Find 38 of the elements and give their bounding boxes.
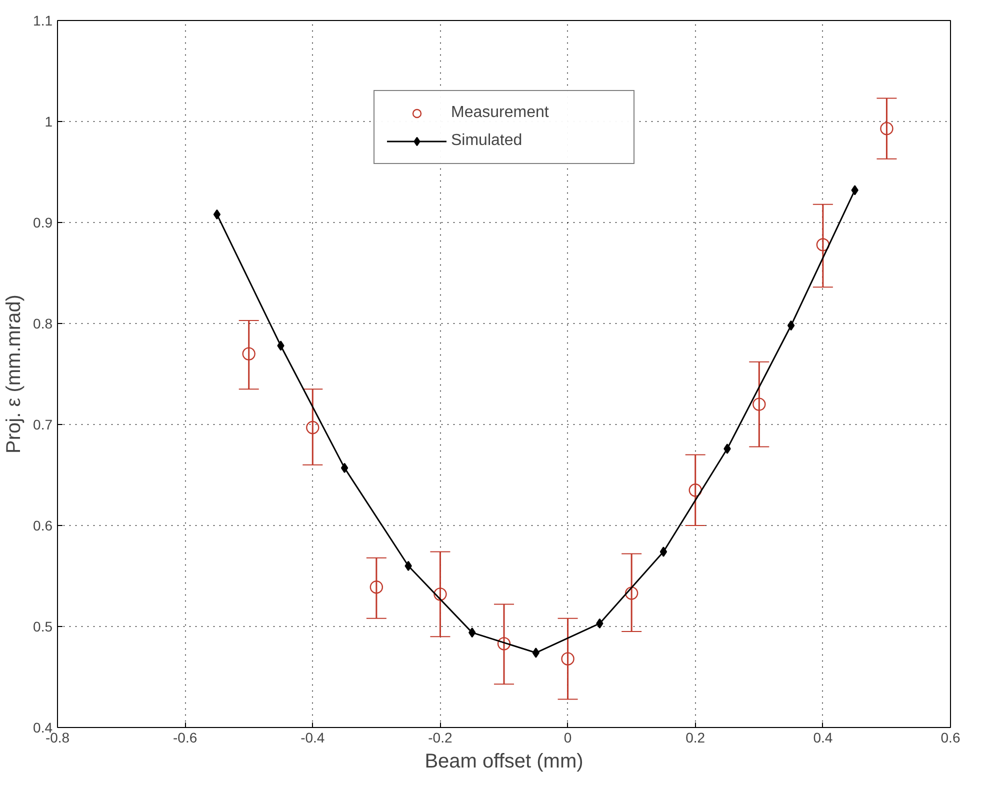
point [752, 398, 766, 411]
point [404, 560, 412, 571]
point [624, 586, 638, 600]
y-tick-label: 0.8 [33, 316, 53, 332]
y-tick-label: 1.1 [33, 12, 53, 28]
point [434, 588, 447, 601]
x-tick-label: -0.2 [428, 730, 452, 746]
point [340, 462, 348, 474]
x-tick-label: 0 [564, 730, 572, 746]
y-tick-label: 0.5 [33, 618, 53, 634]
point [880, 122, 894, 136]
y-tick-label: 1 [44, 114, 53, 130]
x-tick-label: 0.4 [813, 730, 833, 746]
x-tick-label: -0.4 [300, 730, 325, 746]
x-tick-label: -0.6 [173, 730, 198, 746]
point [213, 209, 221, 220]
y-tick-label: 0.7 [33, 416, 53, 432]
x-tick-label: 0.2 [686, 730, 706, 746]
legend-label: Measurement [451, 104, 550, 122]
point [724, 444, 731, 454]
point [561, 652, 574, 666]
point [370, 580, 384, 594]
point [660, 546, 668, 557]
point [787, 320, 795, 331]
point [532, 648, 540, 658]
legend-label: Simulated [451, 132, 524, 150]
y-tick-label: 0.6 [33, 518, 53, 534]
point [497, 637, 511, 650]
point [242, 347, 256, 360]
y-tick-label: 0.9 [33, 214, 53, 230]
point [277, 340, 284, 351]
x-tick-label: 0.6 [940, 730, 960, 746]
y-axis-title: Proj. ε (mm.mrad) [3, 294, 26, 454]
x-axis-title: Beam offset (mm) [424, 750, 584, 772]
point [306, 420, 320, 434]
point [816, 238, 830, 252]
point [851, 185, 858, 196]
point [688, 484, 702, 497]
